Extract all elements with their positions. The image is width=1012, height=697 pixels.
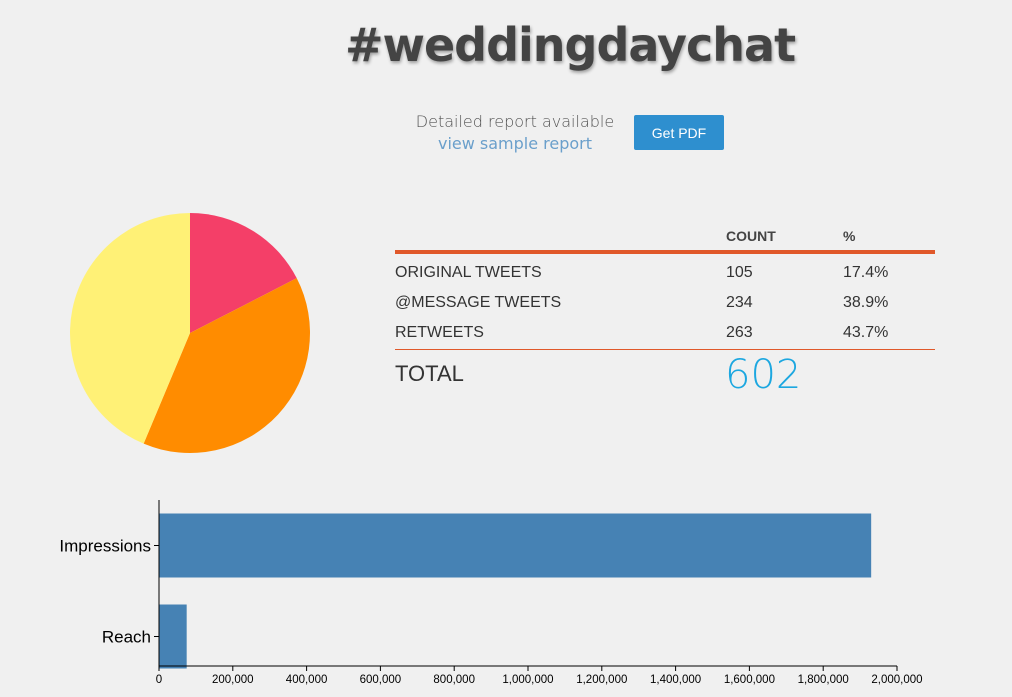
tweet-type-pie-chart (70, 213, 310, 453)
stats-header: COUNT % (395, 222, 935, 254)
pie-slices (70, 213, 310, 453)
report-info: Detailed report available view sample re… (405, 111, 625, 155)
x-tick-label: 200,000 (212, 674, 254, 686)
count-header: COUNT (726, 228, 776, 244)
x-axis: Impressions Reach 0 200,000 400,000 600,000 80… (59, 500, 923, 686)
total-row: TOTAL 602 (395, 350, 935, 400)
row-count: 263 (726, 324, 753, 341)
x-tick-label: 1,600,000 (724, 674, 775, 686)
table-row: ORIGINAL TWEETS 105 17.4% (395, 257, 935, 287)
stats-rows: ORIGINAL TWEETS 105 17.4% @MESSAGE TWEET… (395, 254, 935, 350)
view-sample-report-link[interactable]: view sample report (437, 134, 593, 153)
row-percent: 17.4% (843, 264, 889, 281)
row-label: ORIGINAL TWEETS (395, 264, 542, 281)
pie-slice-1 (143, 278, 310, 453)
row-count: 105 (726, 264, 753, 281)
total-value: 602 (725, 352, 802, 398)
row-label: RETWEETS (395, 324, 484, 341)
x-tick-label: 1,200,000 (576, 674, 627, 686)
bar-group (159, 513, 872, 669)
impressions-reach-bar-chart: Impressions Reach 0 200,000 400,000 600,000 80… (59, 500, 923, 686)
bar-impressions (159, 513, 872, 578)
x-tick-label: 800,000 (433, 674, 475, 686)
get-pdf-button[interactable]: Get PDF (634, 115, 724, 150)
tweet-stats-table: COUNT % ORIGINAL TWEETS 105 17.4% @MESSA… (395, 222, 935, 400)
table-row: @MESSAGE TWEETS 234 38.9% (395, 287, 935, 317)
row-count: 234 (726, 294, 753, 311)
report-available-text: Detailed report available (415, 112, 615, 131)
x-tick-label: 1,000,000 (502, 674, 553, 686)
row-percent: 43.7% (843, 324, 889, 341)
row-percent: 38.9% (843, 294, 889, 311)
bar-reach (159, 604, 187, 669)
x-tick-label: 1,800,000 (798, 674, 849, 686)
y-tick-label: Impressions (59, 537, 151, 556)
y-tick-label: Reach (102, 628, 151, 647)
total-label: TOTAL (395, 361, 464, 386)
x-tick-label: 0 (156, 674, 162, 686)
page-title: #weddingdaychat (344, 18, 796, 72)
x-tick-label: 400,000 (286, 674, 328, 686)
pie-slice-2 (70, 213, 190, 444)
x-tick-label: 2,000,000 (871, 674, 922, 686)
table-row: RETWEETS 263 43.7% (395, 317, 935, 347)
percent-header: % (843, 228, 856, 244)
pie-slice-0 (190, 213, 297, 333)
row-label: @MESSAGE TWEETS (395, 294, 562, 311)
x-tick-label: 600,000 (360, 674, 402, 686)
x-tick-label: 1,400,000 (650, 674, 701, 686)
